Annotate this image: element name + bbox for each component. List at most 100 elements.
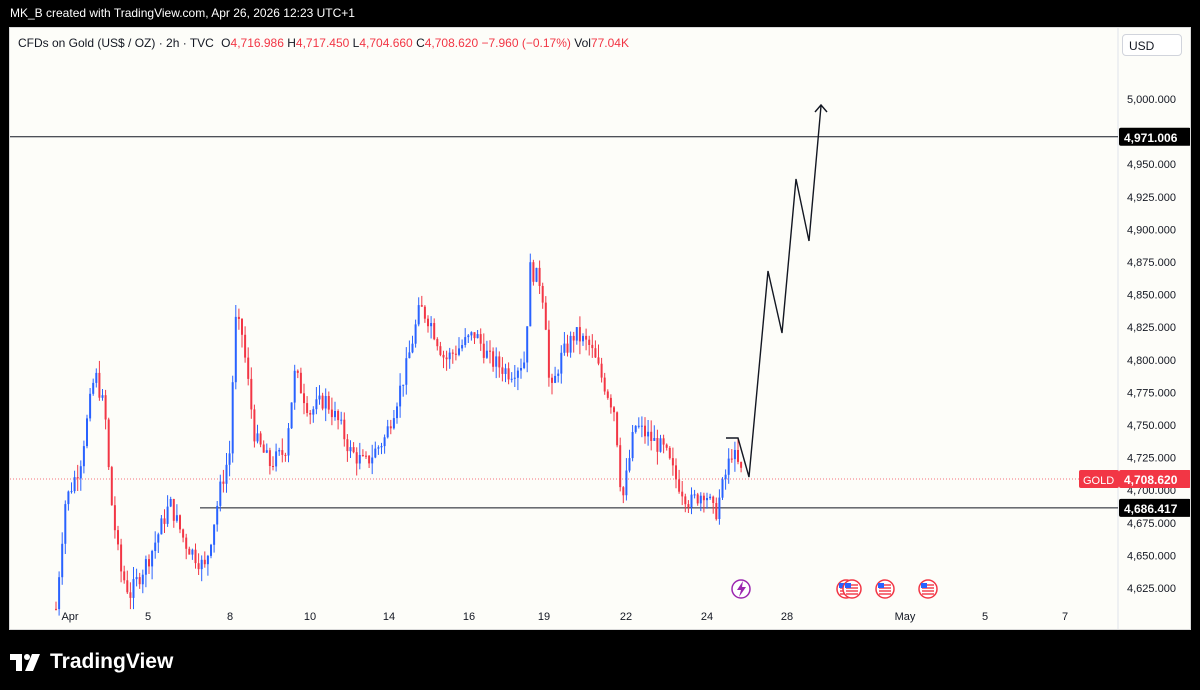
candle-body bbox=[569, 335, 572, 353]
candle-body bbox=[520, 368, 522, 371]
candle-body bbox=[380, 446, 383, 448]
candle-body bbox=[262, 444, 265, 453]
candle-body bbox=[340, 419, 343, 421]
candle-body bbox=[430, 323, 433, 327]
candle-body bbox=[482, 343, 485, 358]
time-axis-label: 19 bbox=[538, 611, 550, 623]
candle-body bbox=[287, 428, 290, 456]
currency-button[interactable]: USD bbox=[1122, 34, 1182, 56]
us-flag-event-icon[interactable] bbox=[875, 579, 895, 599]
candle-body bbox=[681, 491, 684, 497]
candle-body bbox=[346, 439, 349, 452]
candle-body bbox=[675, 465, 677, 480]
current-price-tag bbox=[1119, 469, 1190, 488]
candle-body bbox=[414, 324, 417, 344]
candle-body bbox=[194, 549, 197, 564]
tradingview-logo[interactable]: TradingView bbox=[10, 650, 173, 674]
candle-body bbox=[495, 356, 498, 367]
candle-body bbox=[451, 352, 454, 354]
candle-body bbox=[619, 445, 622, 488]
candle-body bbox=[377, 447, 380, 449]
price-chart[interactable]: 5,000.0004,975.0004,950.0004,925.0004,90… bbox=[10, 28, 1191, 630]
candle-body bbox=[278, 450, 281, 452]
candle-body bbox=[637, 425, 640, 427]
candle-body bbox=[113, 505, 116, 531]
chart-panel[interactable]: 5,000.0004,975.0004,950.0004,925.0004,90… bbox=[9, 27, 1191, 630]
candle-body bbox=[489, 350, 491, 352]
candle-body bbox=[315, 399, 318, 410]
candle-body bbox=[383, 437, 386, 447]
candle-body bbox=[352, 447, 355, 453]
candle-body bbox=[312, 409, 315, 415]
current-price-tag-text: 4,708.620 bbox=[1124, 473, 1178, 487]
candle-body bbox=[327, 396, 330, 410]
symbol-tag bbox=[1079, 469, 1119, 488]
candle-body bbox=[228, 453, 231, 465]
lightning-glyph bbox=[737, 581, 746, 597]
low-label: L bbox=[352, 36, 360, 50]
candle-body bbox=[358, 455, 361, 464]
candle-body bbox=[231, 382, 234, 454]
candle-body bbox=[544, 302, 547, 330]
candle-body bbox=[454, 353, 457, 355]
candle-body bbox=[188, 548, 191, 555]
candle-body bbox=[318, 395, 321, 400]
candle-body bbox=[485, 350, 488, 358]
brand-name: TradingView bbox=[50, 650, 174, 673]
candle-body bbox=[575, 327, 578, 341]
candle-body bbox=[182, 529, 185, 538]
candle-body bbox=[687, 504, 690, 508]
candle-body bbox=[498, 356, 501, 368]
arrow-head-icon bbox=[814, 103, 828, 113]
candle-body bbox=[389, 426, 392, 429]
candle-body bbox=[551, 377, 553, 383]
candle-body bbox=[371, 457, 374, 464]
support-price-tag bbox=[1119, 498, 1190, 517]
change-value: −7.960 (−0.17%) bbox=[481, 36, 571, 50]
candle-body bbox=[504, 368, 507, 374]
candle-body bbox=[64, 504, 67, 544]
candle-body bbox=[321, 395, 324, 409]
candle-body bbox=[671, 458, 674, 466]
candle-body bbox=[653, 438, 656, 441]
candle-body bbox=[473, 332, 476, 339]
candle-body bbox=[423, 306, 426, 319]
attribution-text: MK_B created with TradingView.com, Apr 2… bbox=[10, 6, 355, 20]
projection-path[interactable] bbox=[726, 105, 822, 478]
us-flag-event-icon[interactable] bbox=[842, 579, 862, 599]
candle-body bbox=[203, 559, 206, 565]
candle-body bbox=[244, 334, 247, 358]
candle-body bbox=[396, 406, 398, 419]
candle-body bbox=[733, 450, 736, 460]
candle-body bbox=[699, 495, 702, 504]
candle-body bbox=[727, 458, 730, 475]
candle-body bbox=[644, 425, 646, 437]
candle-body bbox=[334, 411, 336, 418]
candle-body bbox=[306, 403, 309, 413]
candle-body bbox=[268, 450, 271, 466]
candle-body bbox=[470, 332, 473, 336]
us-flag-event-icon[interactable] bbox=[918, 579, 938, 599]
candle-body bbox=[513, 377, 516, 379]
candle-body bbox=[135, 577, 138, 580]
candle-body bbox=[247, 357, 250, 379]
candle-body bbox=[126, 580, 129, 593]
symbol-label[interactable]: CFDs on Gold (US$ / OZ) · 2h · TVC bbox=[18, 36, 214, 50]
candle-body bbox=[132, 579, 135, 598]
candle-body bbox=[566, 343, 569, 353]
candle-body bbox=[222, 481, 225, 484]
price-axis-label: 4,775.000 bbox=[1127, 387, 1176, 399]
candle-body bbox=[296, 370, 299, 373]
time-axis-label: 8 bbox=[227, 611, 233, 623]
candle-body bbox=[70, 491, 73, 493]
candle-body bbox=[458, 348, 460, 355]
candle-body bbox=[659, 438, 662, 452]
flag-canton bbox=[845, 583, 851, 588]
candle-body bbox=[532, 262, 535, 282]
candle-body bbox=[588, 339, 591, 345]
candle-body bbox=[600, 363, 603, 378]
time-axis-label: 7 bbox=[1062, 611, 1068, 623]
candle-body bbox=[557, 373, 560, 376]
candle-body bbox=[343, 419, 346, 440]
candle-body bbox=[148, 559, 150, 567]
